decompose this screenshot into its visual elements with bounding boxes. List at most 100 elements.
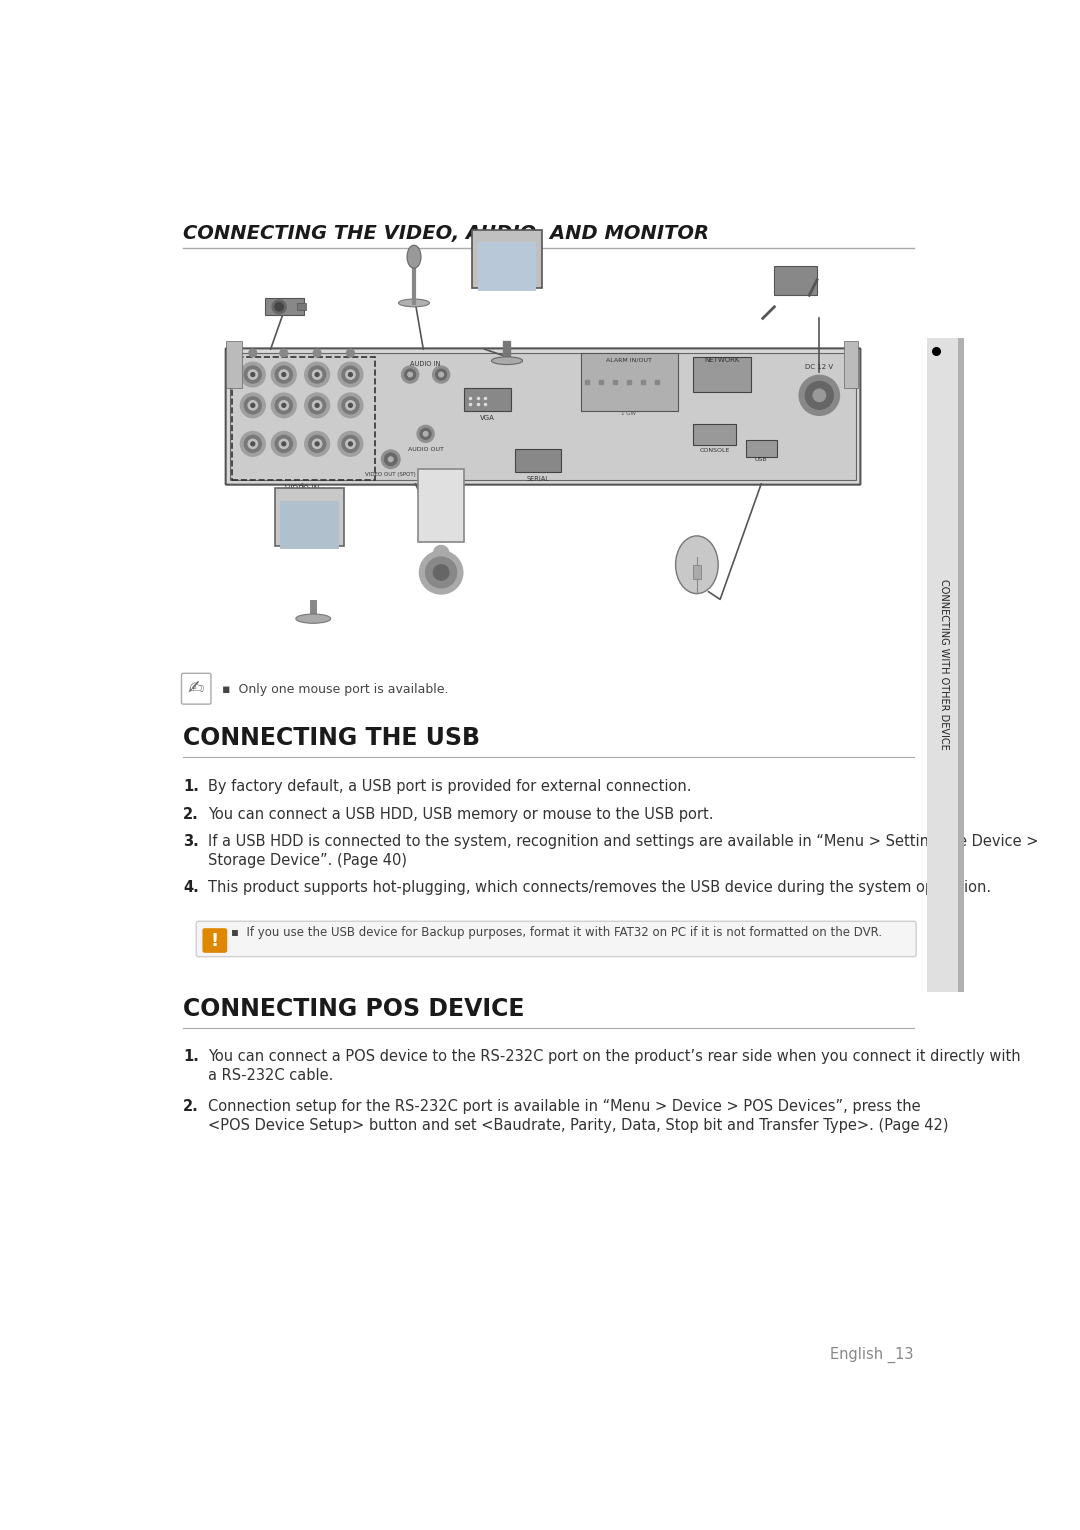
Bar [515, 450, 562, 473]
Text: You can connect a USB HDD, USB memory or mouse to the USB port.: You can connect a USB HDD, USB memory or… [207, 806, 714, 822]
Text: ▪  If you use the USB device for Backup purposes, format it with FAT32 on PC if : ▪ If you use the USB device for Backup p… [231, 926, 882, 939]
Text: By factory default, a USB port is provided for external connection.: By factory default, a USB port is provid… [207, 779, 691, 794]
FancyBboxPatch shape [202, 929, 227, 953]
Circle shape [244, 436, 261, 453]
Text: 3.: 3. [183, 834, 199, 849]
Circle shape [381, 450, 400, 468]
FancyBboxPatch shape [197, 921, 916, 956]
Circle shape [275, 436, 293, 453]
Circle shape [282, 373, 286, 376]
Circle shape [347, 349, 354, 356]
Text: If a USB HDD is connected to the system, recognition and settings are available : If a USB HDD is connected to the system,… [207, 834, 1038, 849]
Circle shape [271, 363, 296, 387]
Circle shape [315, 404, 319, 407]
Text: 1.: 1. [183, 1050, 199, 1063]
Bar [693, 356, 751, 392]
Circle shape [309, 396, 326, 413]
Circle shape [419, 551, 463, 594]
Circle shape [279, 370, 288, 379]
Circle shape [248, 370, 257, 379]
Text: ▪  Only one mouse port is available.: ▪ Only one mouse port is available. [221, 682, 448, 696]
Text: ✍: ✍ [188, 679, 204, 698]
Text: 2.: 2. [183, 806, 199, 822]
Circle shape [349, 373, 352, 376]
Circle shape [799, 375, 839, 415]
Text: USB: USB [755, 457, 768, 462]
Circle shape [282, 404, 286, 407]
Bar [280, 500, 339, 549]
Circle shape [338, 393, 363, 418]
Circle shape [251, 373, 255, 376]
Circle shape [342, 436, 359, 453]
Bar [745, 441, 777, 457]
Circle shape [813, 389, 825, 401]
Circle shape [248, 439, 257, 448]
Circle shape [405, 369, 416, 379]
Text: 1.: 1. [183, 779, 199, 794]
Bar [418, 468, 464, 542]
Circle shape [251, 442, 255, 445]
Circle shape [806, 381, 834, 409]
Text: ALARM IN/OUT: ALARM IN/OUT [606, 358, 651, 363]
Text: CONNECTING THE USB: CONNECTING THE USB [183, 727, 480, 750]
Circle shape [275, 303, 283, 311]
Circle shape [312, 370, 322, 379]
Bar [958, 338, 964, 991]
Circle shape [435, 369, 446, 379]
Circle shape [349, 442, 352, 445]
Text: CONNECTING WITH OTHER DEVICE: CONNECTING WITH OTHER DEVICE [940, 580, 949, 750]
Text: CONNECTING POS DEVICE: CONNECTING POS DEVICE [183, 996, 525, 1021]
Circle shape [305, 393, 329, 418]
Circle shape [346, 401, 355, 410]
Bar [464, 387, 511, 410]
Circle shape [280, 349, 287, 356]
Circle shape [389, 457, 393, 462]
Circle shape [433, 366, 449, 382]
Circle shape [279, 439, 288, 448]
Bar [230, 353, 855, 480]
Circle shape [282, 442, 286, 445]
Circle shape [271, 393, 296, 418]
FancyBboxPatch shape [181, 673, 211, 704]
Circle shape [315, 373, 319, 376]
Text: Storage Device”. (Page 40): Storage Device”. (Page 40) [207, 852, 407, 868]
Text: SERIAL: SERIAL [527, 476, 550, 482]
Ellipse shape [296, 614, 330, 623]
Circle shape [438, 372, 444, 376]
FancyBboxPatch shape [226, 349, 861, 485]
Bar [232, 356, 375, 480]
Circle shape [312, 401, 322, 410]
Circle shape [244, 396, 261, 413]
Circle shape [408, 372, 413, 376]
Text: CONNECTING THE VIDEO, AUDIO, AND MONITOR: CONNECTING THE VIDEO, AUDIO, AND MONITOR [183, 223, 710, 243]
Circle shape [402, 366, 419, 382]
Circle shape [248, 401, 257, 410]
Ellipse shape [407, 245, 421, 268]
Text: DC 12 V: DC 12 V [806, 364, 834, 370]
Ellipse shape [491, 356, 523, 364]
Text: 4.: 4. [183, 880, 199, 895]
Text: 1 GW: 1 GW [621, 410, 636, 416]
Text: You can connect a POS device to the RS-232C port on the product’s rear side when: You can connect a POS device to the RS-2… [207, 1050, 1021, 1063]
Text: VIDEO IN: VIDEO IN [285, 485, 320, 494]
Text: 2.: 2. [183, 1099, 199, 1114]
Circle shape [338, 363, 363, 387]
Circle shape [275, 396, 293, 413]
Text: !: ! [211, 932, 219, 950]
Circle shape [312, 439, 322, 448]
Text: NETWORK: NETWORK [704, 356, 740, 363]
Text: Connection setup for the RS-232C port is available in “Menu > Device > POS Devic: Connection setup for the RS-232C port is… [207, 1099, 920, 1114]
Bar [266, 298, 303, 315]
Bar [774, 266, 816, 295]
Bar [472, 230, 542, 288]
Bar [581, 353, 677, 410]
Text: VIDEO OUT (SPOT): VIDEO OUT (SPOT) [365, 473, 416, 477]
Text: AUDIO OUT: AUDIO OUT [407, 447, 444, 451]
Circle shape [342, 366, 359, 382]
Circle shape [433, 565, 449, 580]
Circle shape [248, 349, 257, 356]
Circle shape [313, 349, 321, 356]
Circle shape [305, 363, 329, 387]
Text: English _13: English _13 [831, 1346, 914, 1363]
Ellipse shape [676, 536, 718, 594]
